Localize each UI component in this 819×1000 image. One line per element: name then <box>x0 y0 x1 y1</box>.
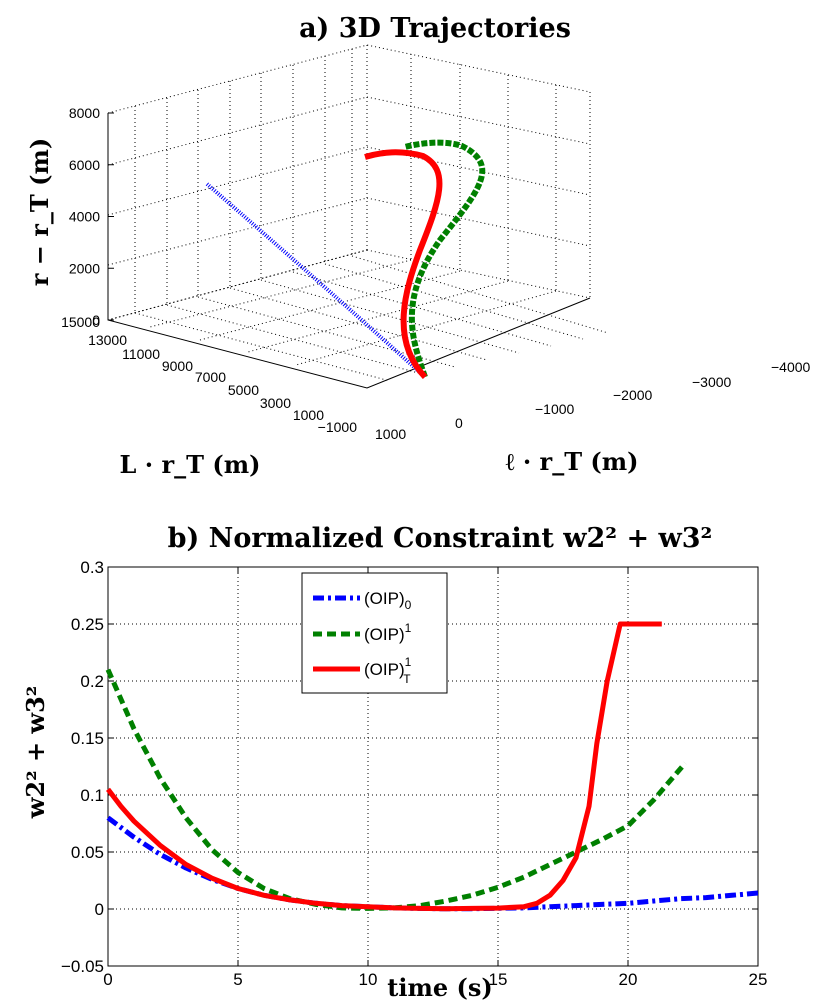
chart-b-plot-area <box>107 566 759 967</box>
x-tick-label: 20 <box>619 970 638 989</box>
chart-a-title: a) 3D Trajectories <box>299 13 571 44</box>
chart-b-x-label: time (s) <box>387 973 492 1000</box>
y-tick-label: 0.2 <box>80 672 104 691</box>
x-tick-label: 7000 <box>195 369 226 385</box>
chart-b-series <box>105 621 759 912</box>
y-tick-label: 1000 <box>375 426 406 442</box>
y-tick-label: −3000 <box>692 374 732 390</box>
legend-label-oipt1-sup: 1 <box>405 655 412 669</box>
chart-a-axes-box <box>107 44 609 389</box>
x-tick-label: 3000 <box>260 395 291 411</box>
legend-label-oip1-base: (OIP) <box>364 625 405 644</box>
series-line-0 <box>106 815 759 912</box>
x-tick-label: 5 <box>233 970 242 989</box>
x-tick-label: 13000 <box>88 332 127 348</box>
series-3d-0 <box>205 182 427 379</box>
legend-label-oipt1: (OIP)1 T <box>364 655 412 686</box>
z-tick-label: 0 <box>92 312 100 328</box>
z-tick-label: 6000 <box>69 157 100 173</box>
y-tick-label: −0.05 <box>61 957 104 976</box>
x-tick-label: 15 <box>489 970 508 989</box>
series-line-2 <box>106 621 662 912</box>
x-tick-label: 1000 <box>293 407 324 423</box>
x-tick-label: 10 <box>359 970 378 989</box>
legend-label-oipt1-sub: T <box>403 672 411 686</box>
series-line-1 <box>105 668 688 911</box>
chart-a-x-label: L · r_T (m) <box>120 450 261 479</box>
x-tick-label: 25 <box>749 970 768 989</box>
y-tick-label: 0.15 <box>71 729 104 748</box>
z-tick-label: 8000 <box>69 105 100 121</box>
z-tick-label: 2000 <box>69 260 100 276</box>
chart-b-y-label: w2² + w3² <box>21 686 50 820</box>
legend-label-oip1-sup: 1 <box>405 621 412 635</box>
chart-a-z-label: r − r_T (m) <box>25 138 54 286</box>
x-tick-label: 5000 <box>228 382 259 398</box>
y-tick-label: 0 <box>455 415 463 431</box>
chart-b-legend: (OIP)0 (OIP)1 (OIP)1 T <box>301 572 448 694</box>
chart-a-series <box>205 139 486 380</box>
y-tick-label: 0.3 <box>80 558 104 577</box>
chart-b-title: b) Normalized Constraint w2² + w3² <box>168 523 713 554</box>
x-tick-label: 0 <box>103 970 112 989</box>
legend-label-oip0: (OIP)0 <box>364 589 412 612</box>
legend-label-oip1: (OIP)1 <box>364 621 412 644</box>
x-tick-label: −1000 <box>318 419 358 435</box>
chart-a-y-ticks: 1000 0 −1000 −2000 −3000 −4000 <box>375 359 811 442</box>
x-tick-label: 9000 <box>162 358 193 374</box>
z-tick-label: 4000 <box>69 209 100 225</box>
legend-label-oip0-base: (OIP) <box>364 589 405 608</box>
y-tick-label: 0 <box>95 900 104 919</box>
series-3d-2 <box>364 149 443 380</box>
y-tick-label: −4000 <box>771 359 811 375</box>
y-tick-label: −2000 <box>613 387 653 403</box>
chart-a-z-ticks: 0 2000 4000 6000 8000 <box>69 105 114 328</box>
legend-label-oip0-sub: 0 <box>405 598 412 612</box>
legend-box <box>301 572 448 694</box>
x-tick-label: 15000 <box>61 314 100 330</box>
x-tick-label: 11000 <box>122 346 160 362</box>
y-tick-label: 0.25 <box>71 615 104 634</box>
y-tick-label: 0.05 <box>71 843 104 862</box>
series-3d-1 <box>404 139 486 378</box>
legend-label-oipt1-base: (OIP) <box>364 660 405 679</box>
chart-a-y-label: ℓ · r_T (m) <box>504 447 638 476</box>
y-tick-label: 0.1 <box>80 786 104 805</box>
y-tick-label: −1000 <box>535 401 575 417</box>
